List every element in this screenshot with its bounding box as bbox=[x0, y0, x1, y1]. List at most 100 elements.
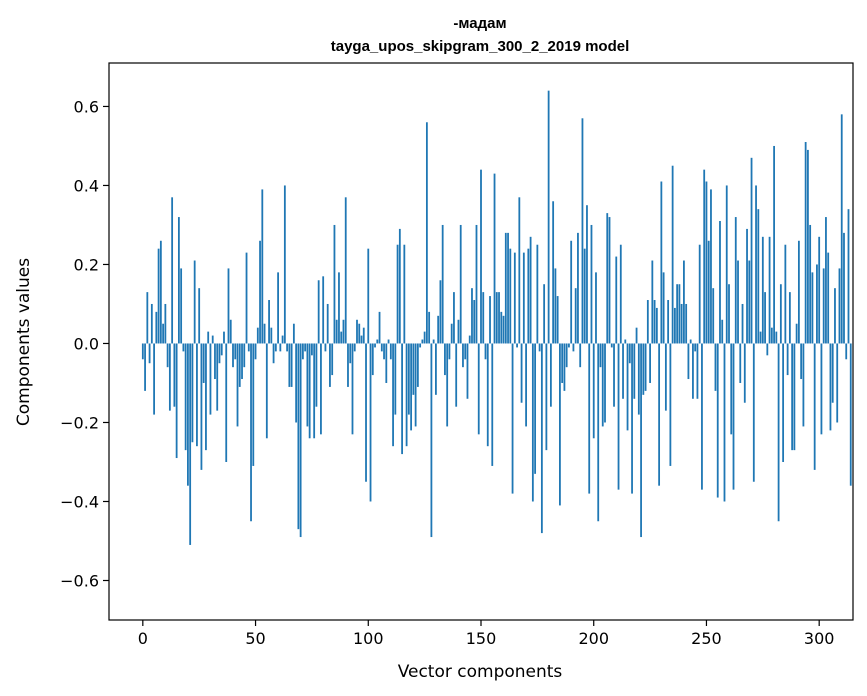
x-tick-label: 200 bbox=[578, 629, 609, 648]
x-tick-label: 50 bbox=[245, 629, 265, 648]
bar-2 bbox=[146, 292, 149, 344]
bar-247 bbox=[698, 244, 701, 344]
bar-223 bbox=[644, 343, 647, 391]
bar-307 bbox=[834, 288, 836, 344]
bar-182 bbox=[552, 201, 555, 344]
bar-164 bbox=[511, 343, 514, 494]
bar-196 bbox=[583, 248, 586, 344]
bar-138 bbox=[453, 292, 455, 344]
bar-92 bbox=[349, 343, 352, 364]
bar-58 bbox=[272, 343, 275, 364]
bar-235 bbox=[671, 165, 674, 344]
bar-225 bbox=[649, 343, 651, 383]
bar-254 bbox=[714, 343, 717, 391]
bar-132 bbox=[439, 280, 442, 344]
x-axis-ticks: 0 50 100 150 200 250 300 bbox=[138, 620, 834, 648]
bar-211 bbox=[617, 343, 620, 490]
bar-158 bbox=[498, 292, 500, 344]
bar-160 bbox=[502, 315, 505, 344]
bar-248 bbox=[701, 343, 703, 490]
y-tick-label: 0.4 bbox=[74, 176, 99, 195]
bar-146 bbox=[471, 288, 473, 344]
bar-260 bbox=[728, 284, 730, 344]
bar-216 bbox=[628, 343, 631, 364]
bar-102 bbox=[371, 343, 374, 376]
bar-series bbox=[141, 90, 852, 545]
x-axis-label: Vector components bbox=[398, 662, 563, 682]
bar-189 bbox=[568, 343, 570, 348]
bar-265 bbox=[739, 343, 742, 383]
bar-32 bbox=[214, 343, 216, 380]
bar-136 bbox=[448, 343, 451, 360]
bar-131 bbox=[437, 315, 440, 344]
bar-117 bbox=[405, 343, 408, 447]
bar-174 bbox=[534, 343, 537, 474]
y-tick-label: 0.0 bbox=[74, 334, 99, 353]
bar-4 bbox=[150, 303, 153, 344]
bar-88 bbox=[340, 331, 343, 344]
bar-62 bbox=[281, 335, 284, 344]
bar-81 bbox=[324, 343, 327, 352]
bar-47 bbox=[247, 343, 250, 352]
bar-295 bbox=[807, 149, 809, 344]
bar-89 bbox=[342, 319, 345, 344]
bar-282 bbox=[777, 343, 780, 522]
bar-50 bbox=[254, 343, 257, 360]
bar-129 bbox=[432, 339, 435, 344]
bar-49 bbox=[252, 343, 255, 466]
bar-38 bbox=[227, 268, 230, 344]
bar-124 bbox=[421, 339, 424, 344]
bar-245 bbox=[694, 343, 697, 352]
bar-313 bbox=[847, 209, 850, 344]
bar-267 bbox=[743, 343, 746, 403]
bar-264 bbox=[737, 260, 739, 344]
y-tick-label: −0.6 bbox=[60, 571, 99, 590]
bar-22 bbox=[191, 343, 194, 443]
bar-6 bbox=[155, 311, 158, 344]
bar-128 bbox=[430, 343, 433, 538]
bar-200 bbox=[592, 343, 595, 439]
bar-176 bbox=[538, 343, 541, 352]
bar-287 bbox=[788, 292, 791, 344]
y-axis-label: Components values bbox=[14, 258, 34, 426]
bar-31 bbox=[211, 335, 214, 344]
bar-9 bbox=[162, 323, 165, 344]
bar-214 bbox=[624, 339, 627, 344]
bar-301 bbox=[820, 343, 823, 435]
x-tick-label: 100 bbox=[353, 629, 384, 648]
bar-91 bbox=[347, 343, 349, 387]
bar-187 bbox=[563, 343, 566, 391]
bar-51 bbox=[256, 327, 259, 344]
bar-293 bbox=[802, 343, 805, 427]
bar-28 bbox=[205, 343, 207, 451]
bar-191 bbox=[572, 343, 575, 352]
bar-209 bbox=[613, 343, 615, 407]
bar-238 bbox=[678, 284, 681, 344]
bar-194 bbox=[579, 343, 582, 368]
bar-266 bbox=[741, 303, 744, 344]
bar-222 bbox=[642, 343, 645, 395]
bar-36 bbox=[223, 331, 225, 344]
bar-314 bbox=[849, 343, 852, 486]
bar-165 bbox=[513, 252, 516, 344]
bar-275 bbox=[761, 236, 764, 344]
bar-149 bbox=[477, 343, 480, 435]
bar-35 bbox=[220, 343, 223, 356]
bar-202 bbox=[597, 343, 600, 522]
bar-284 bbox=[782, 343, 785, 462]
bar-269 bbox=[748, 260, 751, 344]
bar-156 bbox=[493, 173, 496, 344]
bar-229 bbox=[658, 343, 661, 486]
bar-112 bbox=[394, 343, 397, 415]
bar-79 bbox=[320, 343, 322, 435]
bar-53 bbox=[261, 189, 264, 344]
bar-231 bbox=[662, 272, 665, 344]
bar-67 bbox=[292, 323, 295, 344]
bar-86 bbox=[335, 319, 338, 344]
bar-134 bbox=[444, 343, 446, 376]
bar-14 bbox=[173, 343, 176, 407]
bar-178 bbox=[543, 284, 546, 344]
bar-116 bbox=[403, 244, 406, 344]
bar-291 bbox=[797, 240, 800, 344]
